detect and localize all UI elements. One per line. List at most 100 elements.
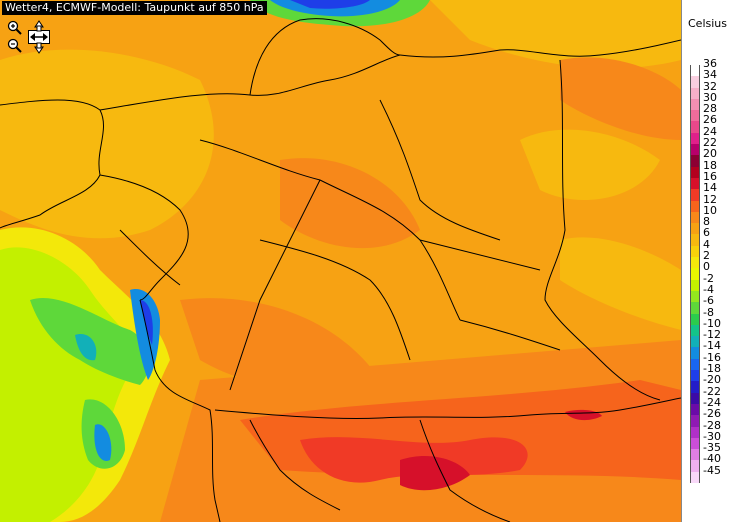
legend-label: -8	[703, 305, 714, 319]
legend-swatch	[690, 245, 700, 258]
coastline-baltic	[399, 39, 681, 58]
legend-label: 6	[703, 226, 710, 240]
field-cold-deepblue	[140, 300, 153, 345]
legend-swatch	[690, 223, 700, 235]
legend-swatch	[690, 381, 700, 393]
zoom-out-button[interactable]	[6, 37, 23, 54]
legend-swatch	[690, 347, 700, 359]
legend-label: -16	[703, 350, 721, 364]
field-cold-blue-south	[94, 424, 112, 461]
legend-swatch	[690, 110, 700, 122]
legend-swatch	[690, 437, 700, 450]
border-alps-1	[249, 419, 341, 511]
legend-label: 24	[703, 124, 717, 138]
pan-button[interactable]	[28, 20, 50, 54]
legend-swatch	[690, 234, 700, 246]
legend-label: -4	[703, 282, 714, 296]
border-southwest	[139, 299, 221, 522]
boundaries	[0, 18, 681, 522]
map-title: Wetter4, ECMWF-Modell: Taupunkt auf 850 …	[2, 1, 267, 15]
field-peak-alps	[400, 455, 470, 491]
map-canvas[interactable]: Wetter4, ECMWF-Modell: Taupunkt auf 850 …	[0, 0, 681, 522]
zoom-in-icon	[7, 20, 22, 35]
legend-label: 30	[703, 90, 717, 104]
legend-swatch	[690, 257, 700, 269]
legend-label: -30	[703, 429, 721, 443]
legend-swatch	[690, 324, 700, 337]
legend-label: -28	[703, 418, 721, 432]
legend-swatch	[690, 65, 700, 77]
legend-label: 12	[703, 192, 717, 206]
legend-swatch	[690, 166, 700, 178]
legend-swatch	[690, 358, 700, 371]
legend-label: 28	[703, 102, 717, 116]
field-yellow-east	[520, 129, 660, 200]
coastline-north-sea	[99, 54, 401, 111]
field-cold-teal	[75, 334, 97, 361]
legend-unit: Celsius	[688, 17, 727, 30]
legend-swatch	[690, 471, 700, 483]
legend-label: 8	[703, 215, 710, 229]
zoom-out-icon	[7, 38, 22, 53]
legend-swatch	[690, 87, 700, 99]
dewpoint-map[interactable]	[0, 0, 681, 522]
legend-label: 26	[703, 113, 717, 127]
coastline-netherlands	[0, 99, 104, 229]
field-orange-center	[280, 158, 420, 249]
state-border-4	[229, 179, 321, 391]
legend-swatch	[690, 370, 700, 382]
border-west	[99, 174, 189, 301]
legend-swatch	[690, 189, 700, 201]
legend-label: 10	[703, 203, 717, 217]
state-border-2	[259, 239, 411, 361]
border-south	[214, 397, 681, 419]
field-yellow-northwest	[0, 49, 214, 239]
legend-swatch	[690, 415, 700, 427]
legend-swatch	[690, 98, 700, 111]
border-luxembourg	[119, 229, 181, 286]
field-yellow-southeast	[560, 237, 681, 330]
legend-swatch	[690, 177, 700, 190]
legend-swatch	[690, 200, 700, 212]
legend-label: -35	[703, 441, 721, 455]
pan-arrows-icon	[28, 20, 50, 54]
legend-swatch	[690, 155, 700, 167]
legend-label: 16	[703, 169, 717, 183]
legend-label: 34	[703, 68, 717, 82]
field-yellow-north	[430, 0, 681, 69]
legend-label: 14	[703, 181, 717, 195]
legend-label: -14	[703, 339, 721, 353]
legend-label: 22	[703, 136, 717, 150]
legend-labels: 36 34 32 30 28 26 24 22 20 18 16 14 12 10 8 6 4 2 0 -2 -4 -6-…	[703, 58, 721, 476]
legend-label: -26	[703, 407, 721, 421]
legend-label: -6	[703, 294, 714, 308]
field-cold-north-deepblue	[290, 0, 370, 9]
legend-color-bar	[690, 65, 700, 483]
legend-swatch	[690, 121, 700, 133]
legend-swatch	[690, 403, 700, 416]
legend-label: -10	[703, 316, 721, 330]
legend-label: -40	[703, 452, 721, 466]
legend-label: -24	[703, 395, 721, 409]
legend-swatch	[690, 392, 700, 404]
legend-label: -20	[703, 373, 721, 387]
border-alps-2	[419, 419, 511, 522]
zoom-in-button[interactable]	[6, 19, 23, 36]
legend-label: 2	[703, 249, 710, 263]
legend-label: 36	[703, 57, 717, 70]
legend-swatch	[690, 144, 700, 156]
state-border-6	[459, 319, 561, 351]
field-cold-lime	[0, 247, 140, 522]
legend-label: -18	[703, 362, 721, 376]
legend-label: -45	[703, 463, 721, 477]
legend-label: 0	[703, 260, 710, 274]
legend-swatch	[690, 76, 700, 88]
legend-swatch	[690, 279, 700, 291]
color-legend: Celsius 36 34 32 30 28 26 24 22 20 18 16 14 12 10 8 6 4 2…	[681, 0, 741, 522]
legend-label: -22	[703, 384, 721, 398]
border-east	[544, 59, 661, 401]
legend-label: 4	[703, 237, 710, 251]
field-orange-southwest	[180, 298, 380, 391]
legend-label: 18	[703, 158, 717, 172]
state-border-5	[419, 239, 541, 271]
